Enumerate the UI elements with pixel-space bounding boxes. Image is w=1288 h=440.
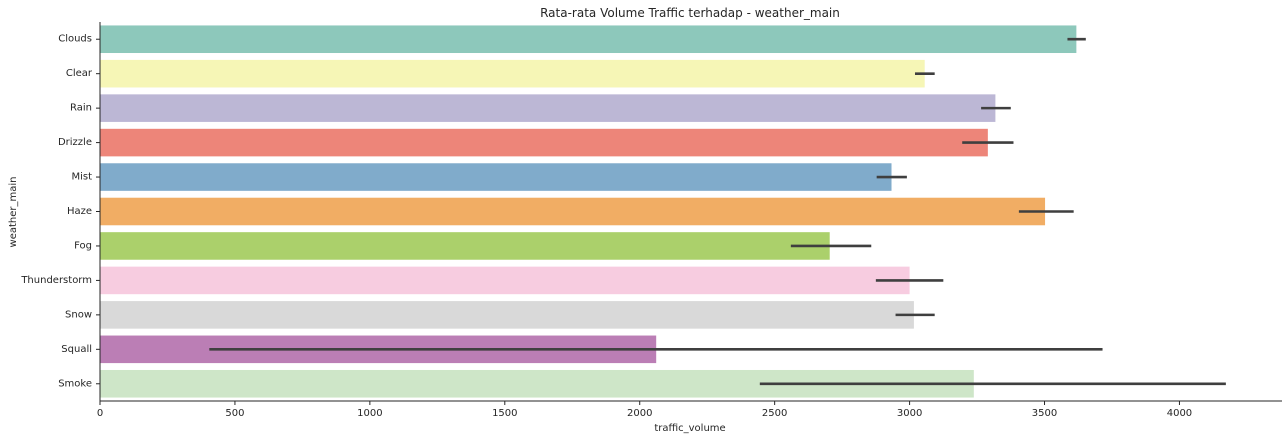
y-tick-label-fog: Fog (74, 240, 92, 251)
x-tick-label-3000: 3000 (897, 408, 922, 419)
x-tick-label-4000: 4000 (1167, 408, 1192, 419)
y-tick-label-rain: Rain (70, 103, 92, 114)
bar-haze (100, 197, 1046, 226)
x-tick-label-0: 0 (97, 408, 103, 419)
bar-clouds (100, 25, 1077, 54)
x-tick-label-500: 500 (225, 408, 244, 419)
y-tick-label-clouds: Clouds (58, 34, 92, 45)
y-tick-label-mist: Mist (71, 172, 92, 183)
x-tick-label-1500: 1500 (492, 408, 517, 419)
x-tick-label-2500: 2500 (762, 408, 787, 419)
y-axis-title: weather_main (8, 177, 19, 248)
x-tick-label-2000: 2000 (627, 408, 652, 419)
bar-clear (100, 59, 925, 88)
y-tick-label-clear: Clear (66, 68, 93, 79)
y-ticks-group: Clouds Clear Rain Drizzle Mist Haze Fog Thunder… (20, 34, 100, 389)
bar-drizzle (100, 128, 988, 157)
error-bars-group (209, 37, 1226, 386)
chart-title: Rata-rata Volume Traffic terhadap - weat… (540, 6, 840, 20)
bars-group (100, 25, 1077, 398)
x-tick-label-1000: 1000 (357, 408, 382, 419)
bar-mist (100, 163, 892, 191)
bar-thunderstorm (100, 266, 910, 295)
x-axis-title: traffic_volume (654, 423, 725, 434)
bar-snow (100, 301, 914, 329)
y-tick-label-haze: Haze (67, 206, 92, 217)
bar-fog (100, 232, 830, 260)
y-tick-label-smoke: Smoke (58, 378, 92, 389)
y-tick-label-squall: Squall (61, 344, 92, 355)
bar-rain (100, 94, 996, 122)
x-tick-label-3500: 3500 (1032, 408, 1057, 419)
x-ticks-group: 0 500 1000 1500 2000 2500 3000 3500 4000 (97, 401, 1192, 419)
y-tick-label-drizzle: Drizzle (58, 137, 92, 148)
y-tick-label-snow: Snow (65, 309, 92, 320)
y-tick-label-thunderstorm: Thunderstorm (20, 275, 92, 286)
